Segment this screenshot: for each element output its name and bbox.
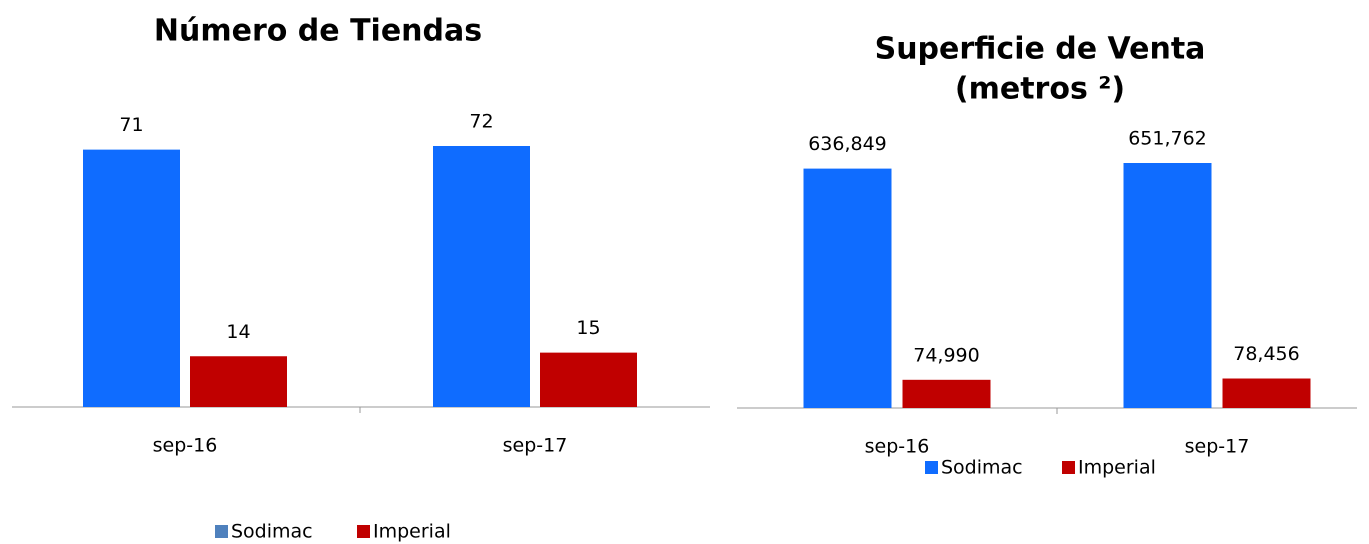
legend-label: Sodimac bbox=[231, 521, 313, 543]
legend-swatch bbox=[357, 525, 370, 538]
x-tick-label: sep-17 bbox=[503, 435, 568, 457]
data-label: 15 bbox=[576, 317, 600, 339]
bar bbox=[83, 149, 180, 407]
chart-title: (metros ²) bbox=[955, 72, 1125, 107]
x-tick-label: sep-16 bbox=[865, 436, 930, 458]
bar bbox=[433, 146, 530, 407]
data-label: 74,990 bbox=[913, 344, 979, 366]
bar bbox=[1222, 378, 1311, 408]
legend-label: Sodimac bbox=[941, 457, 1023, 479]
bar bbox=[190, 356, 287, 407]
data-label: 14 bbox=[226, 321, 250, 343]
data-label: 71 bbox=[119, 114, 143, 136]
legend-label: Imperial bbox=[1078, 457, 1156, 479]
legend-swatch bbox=[215, 525, 228, 538]
chart-title: Número de Tiendas bbox=[154, 14, 482, 49]
bar bbox=[540, 352, 637, 407]
data-label: 72 bbox=[469, 111, 493, 133]
bar bbox=[1123, 163, 1212, 408]
data-label: 78,456 bbox=[1233, 343, 1299, 365]
x-tick-label: sep-17 bbox=[1185, 436, 1250, 458]
data-label: 636,849 bbox=[808, 133, 887, 155]
legend-label: Imperial bbox=[373, 521, 451, 543]
x-tick-label: sep-16 bbox=[153, 435, 218, 457]
legend-swatch bbox=[925, 461, 938, 474]
chart-title: Superficie de Venta bbox=[875, 32, 1206, 67]
legend-swatch bbox=[1062, 461, 1075, 474]
bar bbox=[902, 379, 991, 408]
data-label: 651,762 bbox=[1128, 128, 1207, 150]
bar bbox=[803, 168, 892, 408]
